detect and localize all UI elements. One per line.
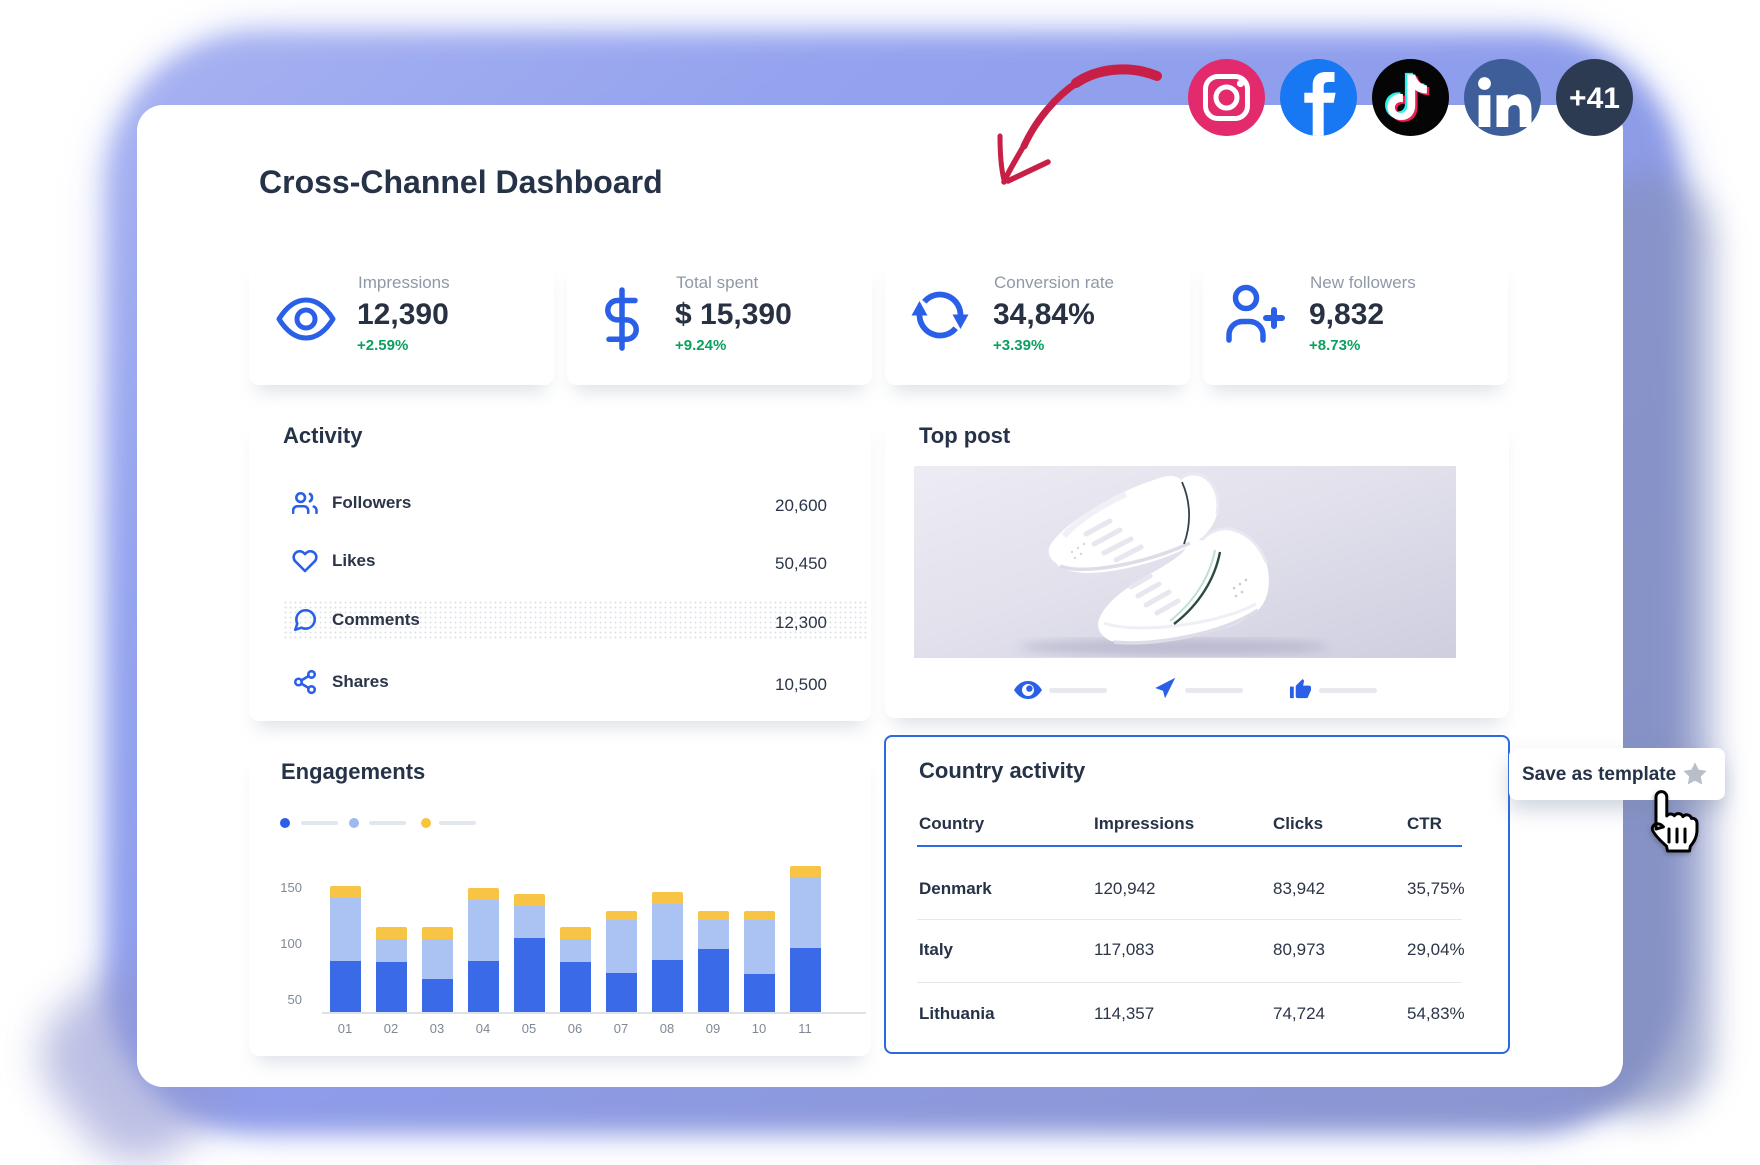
svg-text:+41: +41	[1569, 82, 1620, 115]
